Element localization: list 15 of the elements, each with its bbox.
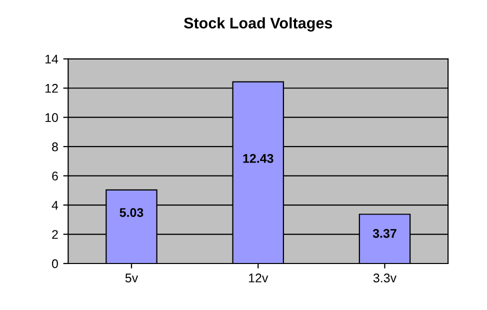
y-tick-label: 8 bbox=[52, 142, 58, 152]
data-label: 12.43 bbox=[243, 154, 274, 163]
y-tick-label: 14 bbox=[46, 54, 58, 64]
x-tick-label: 5v bbox=[125, 274, 138, 282]
data-label: 3.37 bbox=[372, 228, 396, 238]
y-tick-label: 0 bbox=[52, 259, 58, 268]
x-tick-label: 12v bbox=[248, 274, 268, 282]
y-tick-label: 4 bbox=[52, 200, 58, 210]
chart-title: Stock Load Voltages bbox=[184, 17, 332, 32]
y-tick-label: 12 bbox=[46, 84, 58, 93]
y-tick-label: 10 bbox=[46, 113, 58, 122]
x-tick-label: 3.3v bbox=[373, 274, 396, 282]
y-tick-label: 2 bbox=[52, 230, 58, 239]
y-tick-label: 6 bbox=[52, 172, 58, 180]
data-label: 5.03 bbox=[120, 208, 144, 217]
